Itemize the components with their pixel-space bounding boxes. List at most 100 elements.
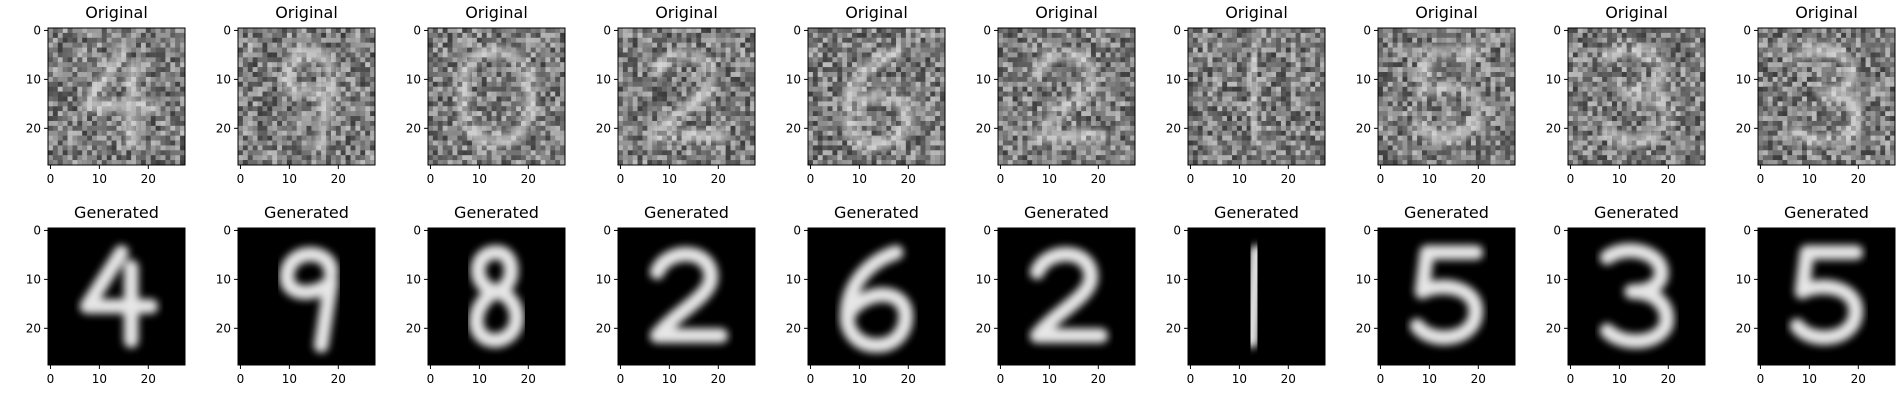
panel-title: Original <box>1605 3 1668 22</box>
x-tick-label: 10 <box>472 372 487 386</box>
x-tick-label: 0 <box>1567 172 1575 186</box>
original-panel-4: Original 0 10 20 0 10 20 <box>596 3 756 186</box>
digit-image <box>998 228 1135 365</box>
y-tick-label: 0 <box>1743 23 1751 37</box>
x-tick-label: 20 <box>1851 372 1866 386</box>
x-tick-label: 20 <box>1091 172 1106 186</box>
digit-image <box>618 228 755 365</box>
panel-title: Original <box>845 3 908 22</box>
x-tick-label: 0 <box>47 372 55 386</box>
y-tick-label: 0 <box>1743 223 1751 237</box>
generated-panel-7: Generated 0 10 20 0 10 20 <box>1166 203 1326 386</box>
x-tick-label: 20 <box>141 172 156 186</box>
y-tick-label: 0 <box>793 223 801 237</box>
digit-image <box>998 28 1135 165</box>
x-tick-label: 0 <box>427 172 435 186</box>
x-tick-label: 10 <box>852 172 867 186</box>
panel-title: Original <box>1415 3 1478 22</box>
panel-title: Generated <box>74 203 159 222</box>
digit-image <box>1568 28 1705 165</box>
x-tick-label: 10 <box>1802 172 1817 186</box>
x-tick-label: 10 <box>1232 172 1247 186</box>
x-tick-label: 20 <box>1281 372 1296 386</box>
panel-title: Generated <box>454 203 539 222</box>
y-tick-label: 10 <box>1546 272 1561 286</box>
y-tick-label: 0 <box>1553 223 1561 237</box>
generated-panel-10: Generated 0 10 20 0 10 20 <box>1736 203 1896 386</box>
generated-panel-4: Generated 0 10 20 0 10 20 <box>596 203 756 386</box>
axes-frame <box>47 227 186 366</box>
generated-panel-8: Generated 0 10 20 0 10 20 <box>1356 203 1516 386</box>
y-tick-label: 0 <box>33 23 41 37</box>
x-tick-label: 20 <box>711 172 726 186</box>
panel-title: Original <box>85 3 148 22</box>
x-tick-label: 0 <box>1377 172 1385 186</box>
x-tick-label: 10 <box>662 172 677 186</box>
x-tick-label: 10 <box>92 372 107 386</box>
x-tick-label: 10 <box>1042 372 1057 386</box>
axes-frame <box>1377 27 1516 166</box>
x-tick-label: 0 <box>807 372 815 386</box>
y-tick-label: 10 <box>406 72 421 86</box>
axes-frame <box>1757 227 1896 366</box>
digit-image <box>48 28 185 165</box>
x-tick-label: 0 <box>427 372 435 386</box>
y-tick-label: 20 <box>1166 121 1181 135</box>
y-tick-label: 20 <box>26 321 41 335</box>
x-tick-label: 20 <box>1281 172 1296 186</box>
x-tick-label: 20 <box>521 172 536 186</box>
y-tick-label: 20 <box>1546 321 1561 335</box>
panel-title: Generated <box>1404 203 1489 222</box>
y-tick-label: 10 <box>1166 72 1181 86</box>
x-tick-label: 0 <box>237 172 245 186</box>
generated-panel-3: Generated 0 10 20 0 10 20 <box>406 203 566 386</box>
original-panel-2: Original 0 10 20 0 10 20 <box>216 3 376 186</box>
y-tick-label: 20 <box>596 321 611 335</box>
digit-image <box>618 28 755 165</box>
digit-image <box>808 28 945 165</box>
x-tick-label: 10 <box>1422 372 1437 386</box>
x-tick-label: 0 <box>1757 172 1765 186</box>
panel-title: Generated <box>264 203 349 222</box>
x-tick-label: 0 <box>1377 372 1385 386</box>
panel-title: Original <box>655 3 718 22</box>
x-tick-label: 10 <box>282 172 297 186</box>
x-tick-label: 0 <box>1757 372 1765 386</box>
digit-image <box>1378 228 1515 365</box>
y-tick-label: 20 <box>786 121 801 135</box>
digit-image <box>808 228 945 365</box>
y-tick-label: 0 <box>603 223 611 237</box>
y-tick-label: 20 <box>976 321 991 335</box>
x-tick-label: 10 <box>1612 372 1627 386</box>
original-panel-6: Original 0 10 20 0 10 20 <box>976 3 1136 186</box>
original-panel-8: Original 0 10 20 0 10 20 <box>1356 3 1516 186</box>
y-tick-label: 0 <box>1173 23 1181 37</box>
y-tick-label: 0 <box>413 23 421 37</box>
panel-title: Generated <box>1594 203 1679 222</box>
original-panel-3: Original 0 10 20 0 10 20 <box>406 3 566 186</box>
x-tick-label: 10 <box>1612 172 1627 186</box>
digit-image <box>428 228 565 365</box>
digit-image <box>238 228 375 365</box>
axes-frame <box>1567 27 1706 166</box>
y-tick-label: 10 <box>596 72 611 86</box>
y-tick-label: 10 <box>1356 272 1371 286</box>
y-tick-label: 0 <box>223 23 231 37</box>
x-tick-label: 20 <box>901 372 916 386</box>
panel-title: Generated <box>644 203 729 222</box>
panel-title: Generated <box>834 203 919 222</box>
x-tick-label: 20 <box>901 172 916 186</box>
digit-image <box>1188 28 1325 165</box>
digit-image <box>1378 28 1515 165</box>
y-tick-label: 20 <box>1736 121 1751 135</box>
x-tick-label: 0 <box>807 172 815 186</box>
y-tick-label: 10 <box>976 72 991 86</box>
y-tick-label: 0 <box>793 23 801 37</box>
y-tick-label: 0 <box>983 223 991 237</box>
x-tick-label: 10 <box>662 372 677 386</box>
panel-title: Generated <box>1024 203 1109 222</box>
x-tick-label: 0 <box>1187 172 1195 186</box>
y-tick-label: 20 <box>1356 121 1371 135</box>
panel-title: Generated <box>1214 203 1299 222</box>
